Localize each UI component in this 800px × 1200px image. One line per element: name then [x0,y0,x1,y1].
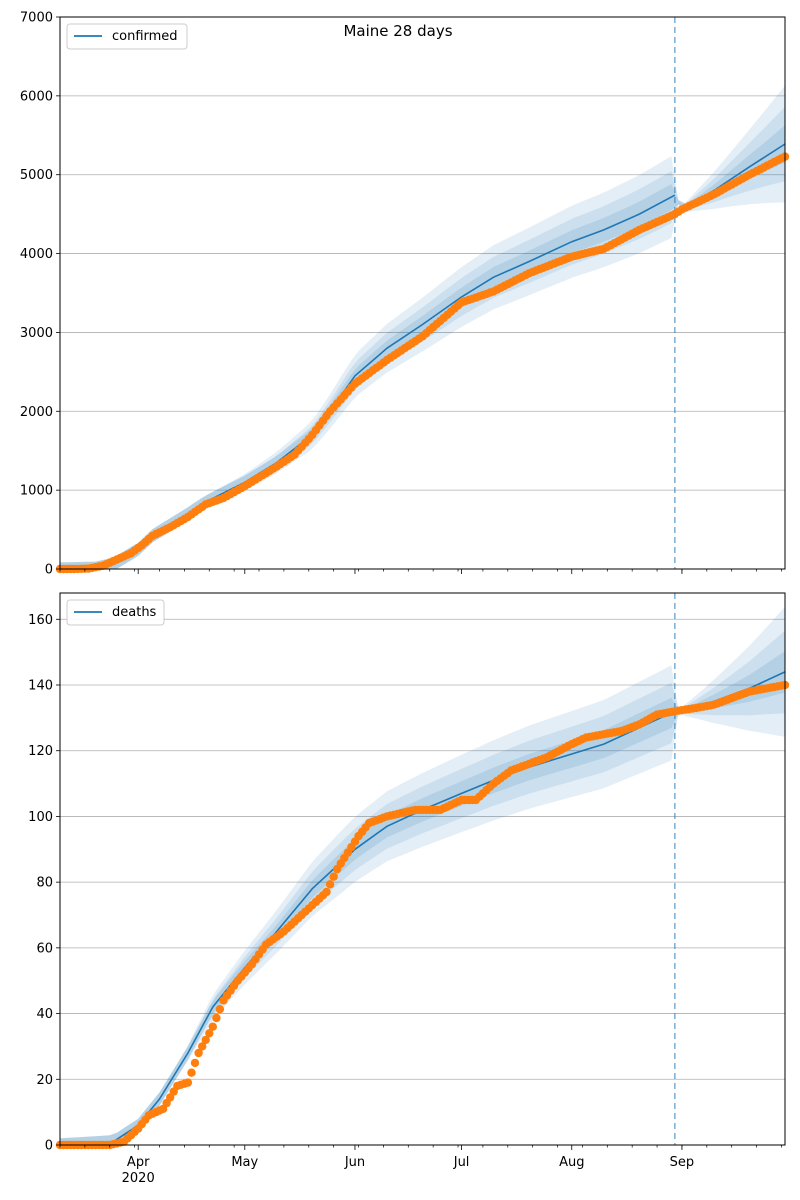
y-tick-label: 160 [28,613,53,628]
y-tick-label: 60 [36,941,53,956]
observed-point [183,1078,193,1087]
y-tick-label: 2000 [20,405,53,420]
uncertainty-band [60,651,785,1145]
observed-point [201,1035,210,1045]
uncertainty-band [60,606,785,1145]
legend: deaths [66,599,165,626]
y-tick-label: 100 [28,810,53,825]
x-tick-label: Sep [670,1155,695,1170]
legend-entry: confirmed [112,29,178,44]
legend-entry: deaths [112,605,157,620]
observed-point [198,1042,207,1051]
y-tick-label: 0 [45,563,53,578]
confirmed-panel: 0 1000 2000 3000 4000 5000 6000 7000 Maine 28 d… [20,11,790,578]
x-year-label: 2020 [122,1171,155,1186]
y-tick-label: 1000 [20,484,53,499]
observed-point [325,880,335,889]
legend: confirmed [66,23,188,50]
x-tick-label: May [231,1155,258,1170]
uncertainty-band [60,125,785,570]
y-tick-label: 20 [36,1073,53,1088]
x-tick-label: Jun [344,1155,365,1170]
observed-point [190,1058,200,1068]
x-tick-label: Jul [453,1155,470,1170]
observed-point [208,1022,217,1031]
y-tick-label: 0 [45,1139,53,1154]
x-tick-label: Aug [559,1155,584,1170]
y-tick-label: 3000 [20,326,53,341]
y-tick-label: 120 [28,744,53,759]
y-tick-label: 5000 [20,168,53,183]
observed-point [187,1068,196,1077]
plot-frame [59,592,786,1146]
y-tick-label: 7000 [20,11,53,26]
observed-point [212,1013,221,1023]
uncertainty-band [60,630,785,1145]
y-tick-label: 40 [36,1007,53,1022]
uncertainty-band [60,85,785,569]
observed-point [322,887,331,897]
y-tick-label: 4000 [20,247,53,262]
chart-title: Maine 28 days [343,22,452,40]
plot-frame [59,16,786,570]
y-tick-label: 6000 [20,89,53,104]
y-tick-label: 140 [28,679,53,694]
observed-point [205,1029,214,1038]
observed-point [329,872,338,881]
series-line-deaths [59,710,676,1146]
observed-point [194,1048,203,1058]
y-tick-label: 80 [36,876,53,891]
x-tick-label: Apr [127,1155,150,1170]
observed-point [215,1005,225,1014]
